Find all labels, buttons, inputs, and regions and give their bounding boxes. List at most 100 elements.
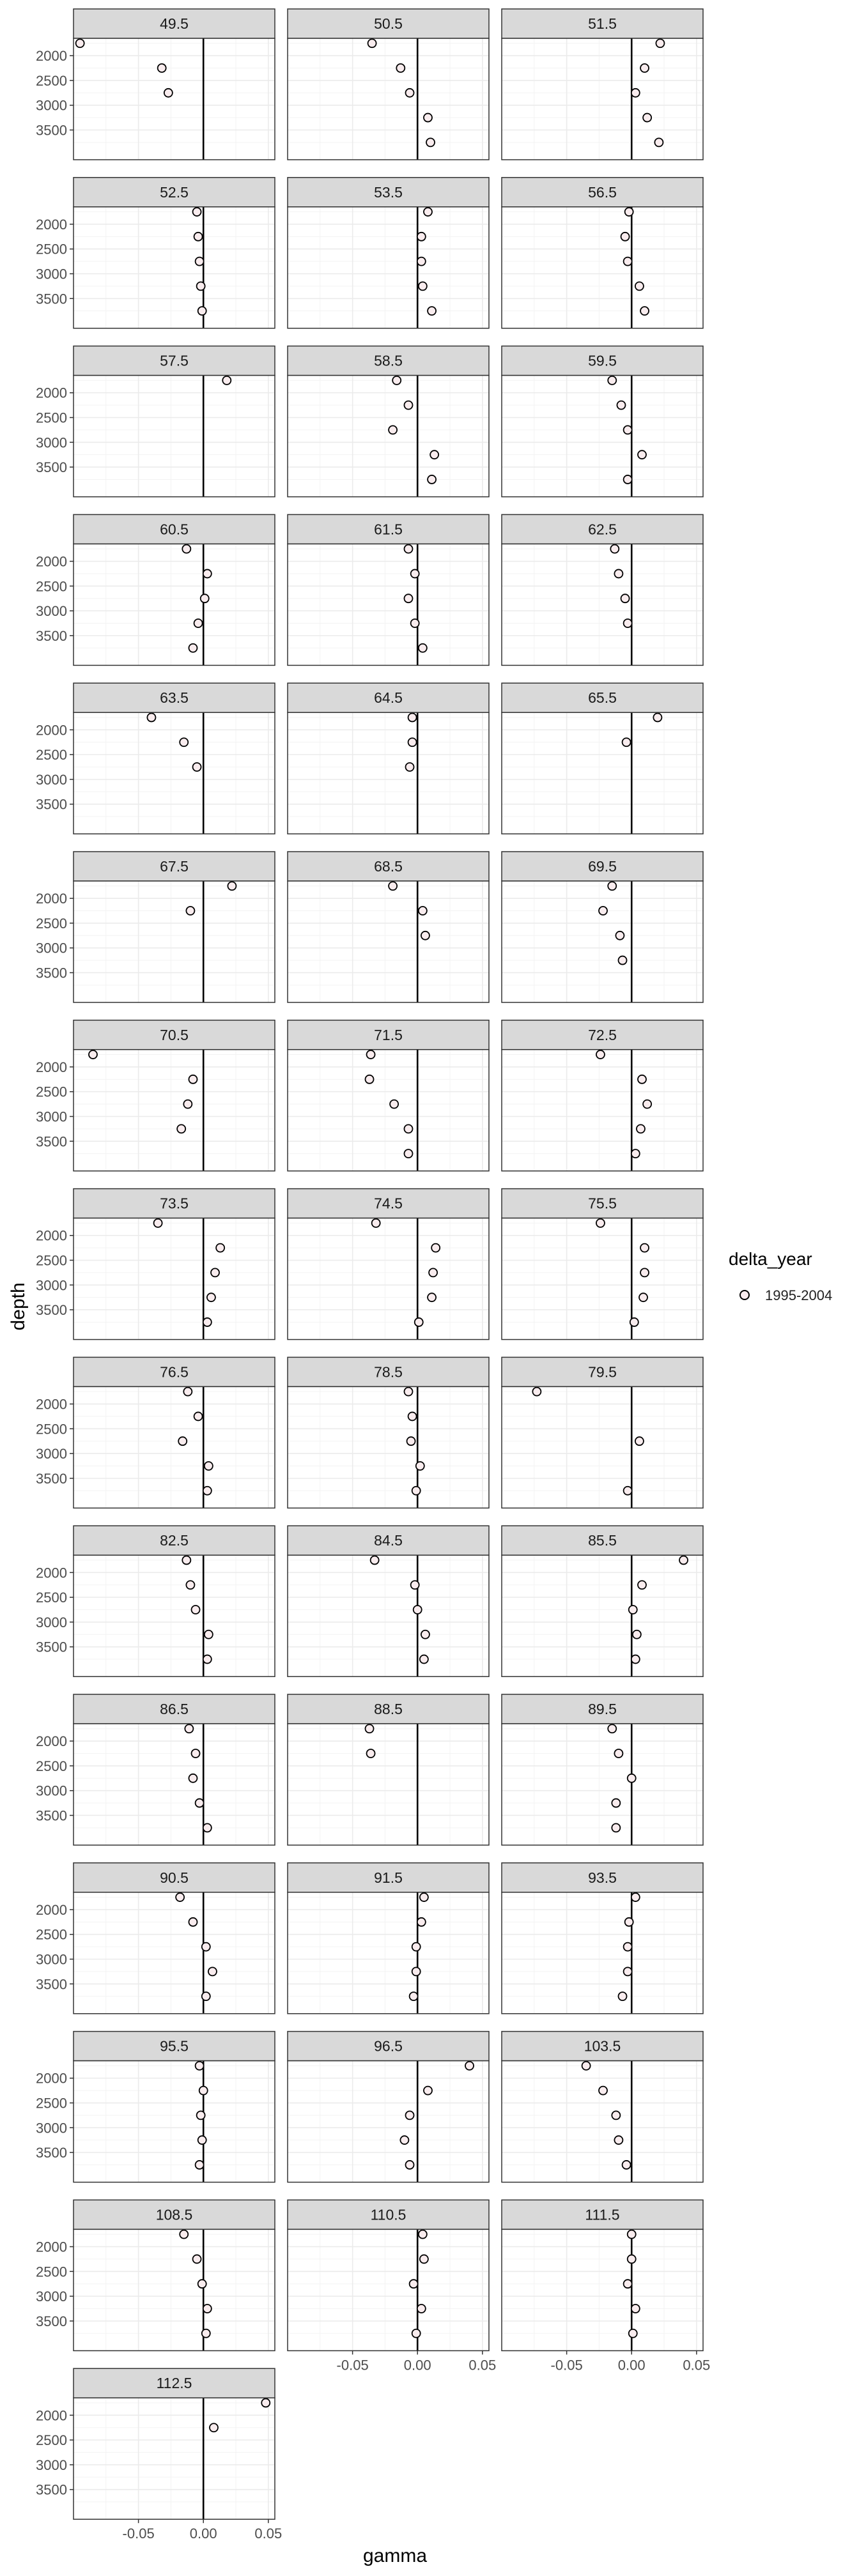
data-point (182, 1555, 192, 1565)
facet-panel: 57.5 (73, 345, 275, 498)
data-point (430, 450, 440, 460)
data-point (179, 2229, 189, 2239)
data-point (640, 1268, 649, 1278)
facet-panel-border (501, 206, 704, 329)
facet-plot-area (74, 1386, 275, 1508)
facet-panel-border (73, 1049, 275, 1172)
facet-strip-label: 65.5 (588, 689, 617, 706)
data-point (624, 1917, 634, 1927)
facet-strip (287, 2030, 490, 2062)
facet-panel-border (287, 1723, 490, 1846)
y-tick-label: 2500 (36, 1927, 67, 1943)
data-point (192, 2254, 202, 2264)
y-tick-label: 2000 (36, 2071, 67, 2087)
minor-gridlines (74, 2060, 275, 2182)
facet-plot-area (288, 206, 489, 328)
y-tick-label: 3500 (36, 1133, 67, 1149)
y-tick-label: 2000 (36, 1902, 67, 1918)
data-point (611, 1823, 621, 1833)
y-axis-title: depth (8, 1282, 29, 1330)
data-point (406, 1436, 416, 1446)
data-point (623, 1966, 633, 1977)
data-point (198, 2085, 208, 2096)
minor-gridlines (74, 1892, 275, 2014)
data-point (261, 2398, 271, 2408)
data-point (389, 1099, 399, 1109)
facet-panel: 82.5 (73, 1525, 275, 1677)
y-tick-label: 3000 (36, 2288, 67, 2304)
facet-strip-label: 64.5 (374, 689, 403, 706)
facet-panel: 67.5 (73, 851, 275, 1003)
facet-panel-border (287, 206, 490, 329)
minor-gridlines (74, 206, 275, 328)
facet-panel: 75.5 (501, 1188, 704, 1340)
data-point (607, 881, 617, 891)
facet-strip-label: 111.5 (585, 2206, 619, 2223)
data-point (369, 1555, 380, 1565)
facet-panel: 110.5 (287, 2199, 490, 2352)
facet-panel: 65.5 (501, 682, 704, 834)
facet-plot-area (502, 544, 703, 666)
facet-strip-label: 108.5 (156, 2206, 193, 2223)
y-tick-label: 2000 (36, 1733, 67, 1749)
facet-strip (73, 1020, 275, 1050)
facet-panel-border (287, 1892, 490, 2014)
data-point (623, 256, 633, 266)
data-point (222, 375, 232, 385)
data-point (403, 1386, 414, 1397)
data-point (416, 231, 426, 241)
facet-panel-border (73, 2228, 275, 2352)
data-point (416, 1917, 426, 1927)
facet-panel-border (73, 374, 275, 498)
facet-plot-area (502, 1386, 703, 1508)
data-point (196, 2110, 206, 2120)
data-point (607, 1724, 617, 1734)
data-point (183, 1099, 193, 1109)
data-point (201, 1991, 211, 2002)
data-point (419, 2254, 429, 2264)
facet-panel: 74.5 (287, 1188, 490, 1340)
data-point (193, 618, 203, 628)
data-point (407, 737, 417, 747)
y-tick-label: 2500 (36, 1084, 67, 1100)
facet-panel: 91.5 (287, 1862, 490, 2014)
major-gridlines (502, 1049, 703, 1171)
minor-gridlines (288, 38, 489, 160)
facet-panel: 96.5 (287, 2030, 490, 2183)
data-point (614, 569, 624, 579)
facet-panel: 108.5 (73, 2199, 275, 2352)
facet-panel: 49.5 (73, 8, 275, 160)
facet-strip-label: 56.5 (588, 184, 617, 201)
minor-gridlines (288, 1386, 489, 1508)
facet-strip (73, 1188, 275, 1219)
data-point (176, 1124, 187, 1134)
facet-strip (501, 1862, 704, 1893)
facet-plot-area (74, 375, 275, 497)
facet-panel-border (287, 1217, 490, 1340)
facet-panel: 59.5 (501, 345, 704, 498)
facet-strip-label: 50.5 (374, 15, 403, 32)
x-tick-label: 0.00 (190, 2526, 217, 2542)
y-tick-label: 3000 (36, 2120, 67, 2136)
facet-plot-area (502, 1724, 703, 1845)
y-tick-label: 2500 (36, 2432, 67, 2448)
data-point (194, 256, 205, 266)
data-point (412, 1605, 422, 1614)
data-point (417, 281, 428, 291)
facet-strip (287, 1356, 490, 1388)
facet-panel-border (73, 1217, 275, 1340)
facet-plot-area (288, 1049, 489, 1171)
facet-panel: 90.5 (73, 1862, 275, 2014)
data-point (185, 1580, 196, 1590)
minor-gridlines (74, 1049, 275, 1171)
data-point (367, 38, 377, 49)
data-point (427, 306, 437, 316)
facet-panel-border (501, 543, 704, 666)
data-point (623, 1942, 633, 1952)
data-point (532, 1386, 542, 1397)
data-point (640, 1243, 649, 1253)
data-point (411, 1966, 421, 1977)
facet-panel-border (501, 1217, 704, 1340)
major-gridlines (288, 881, 489, 1002)
data-point (679, 1555, 688, 1565)
